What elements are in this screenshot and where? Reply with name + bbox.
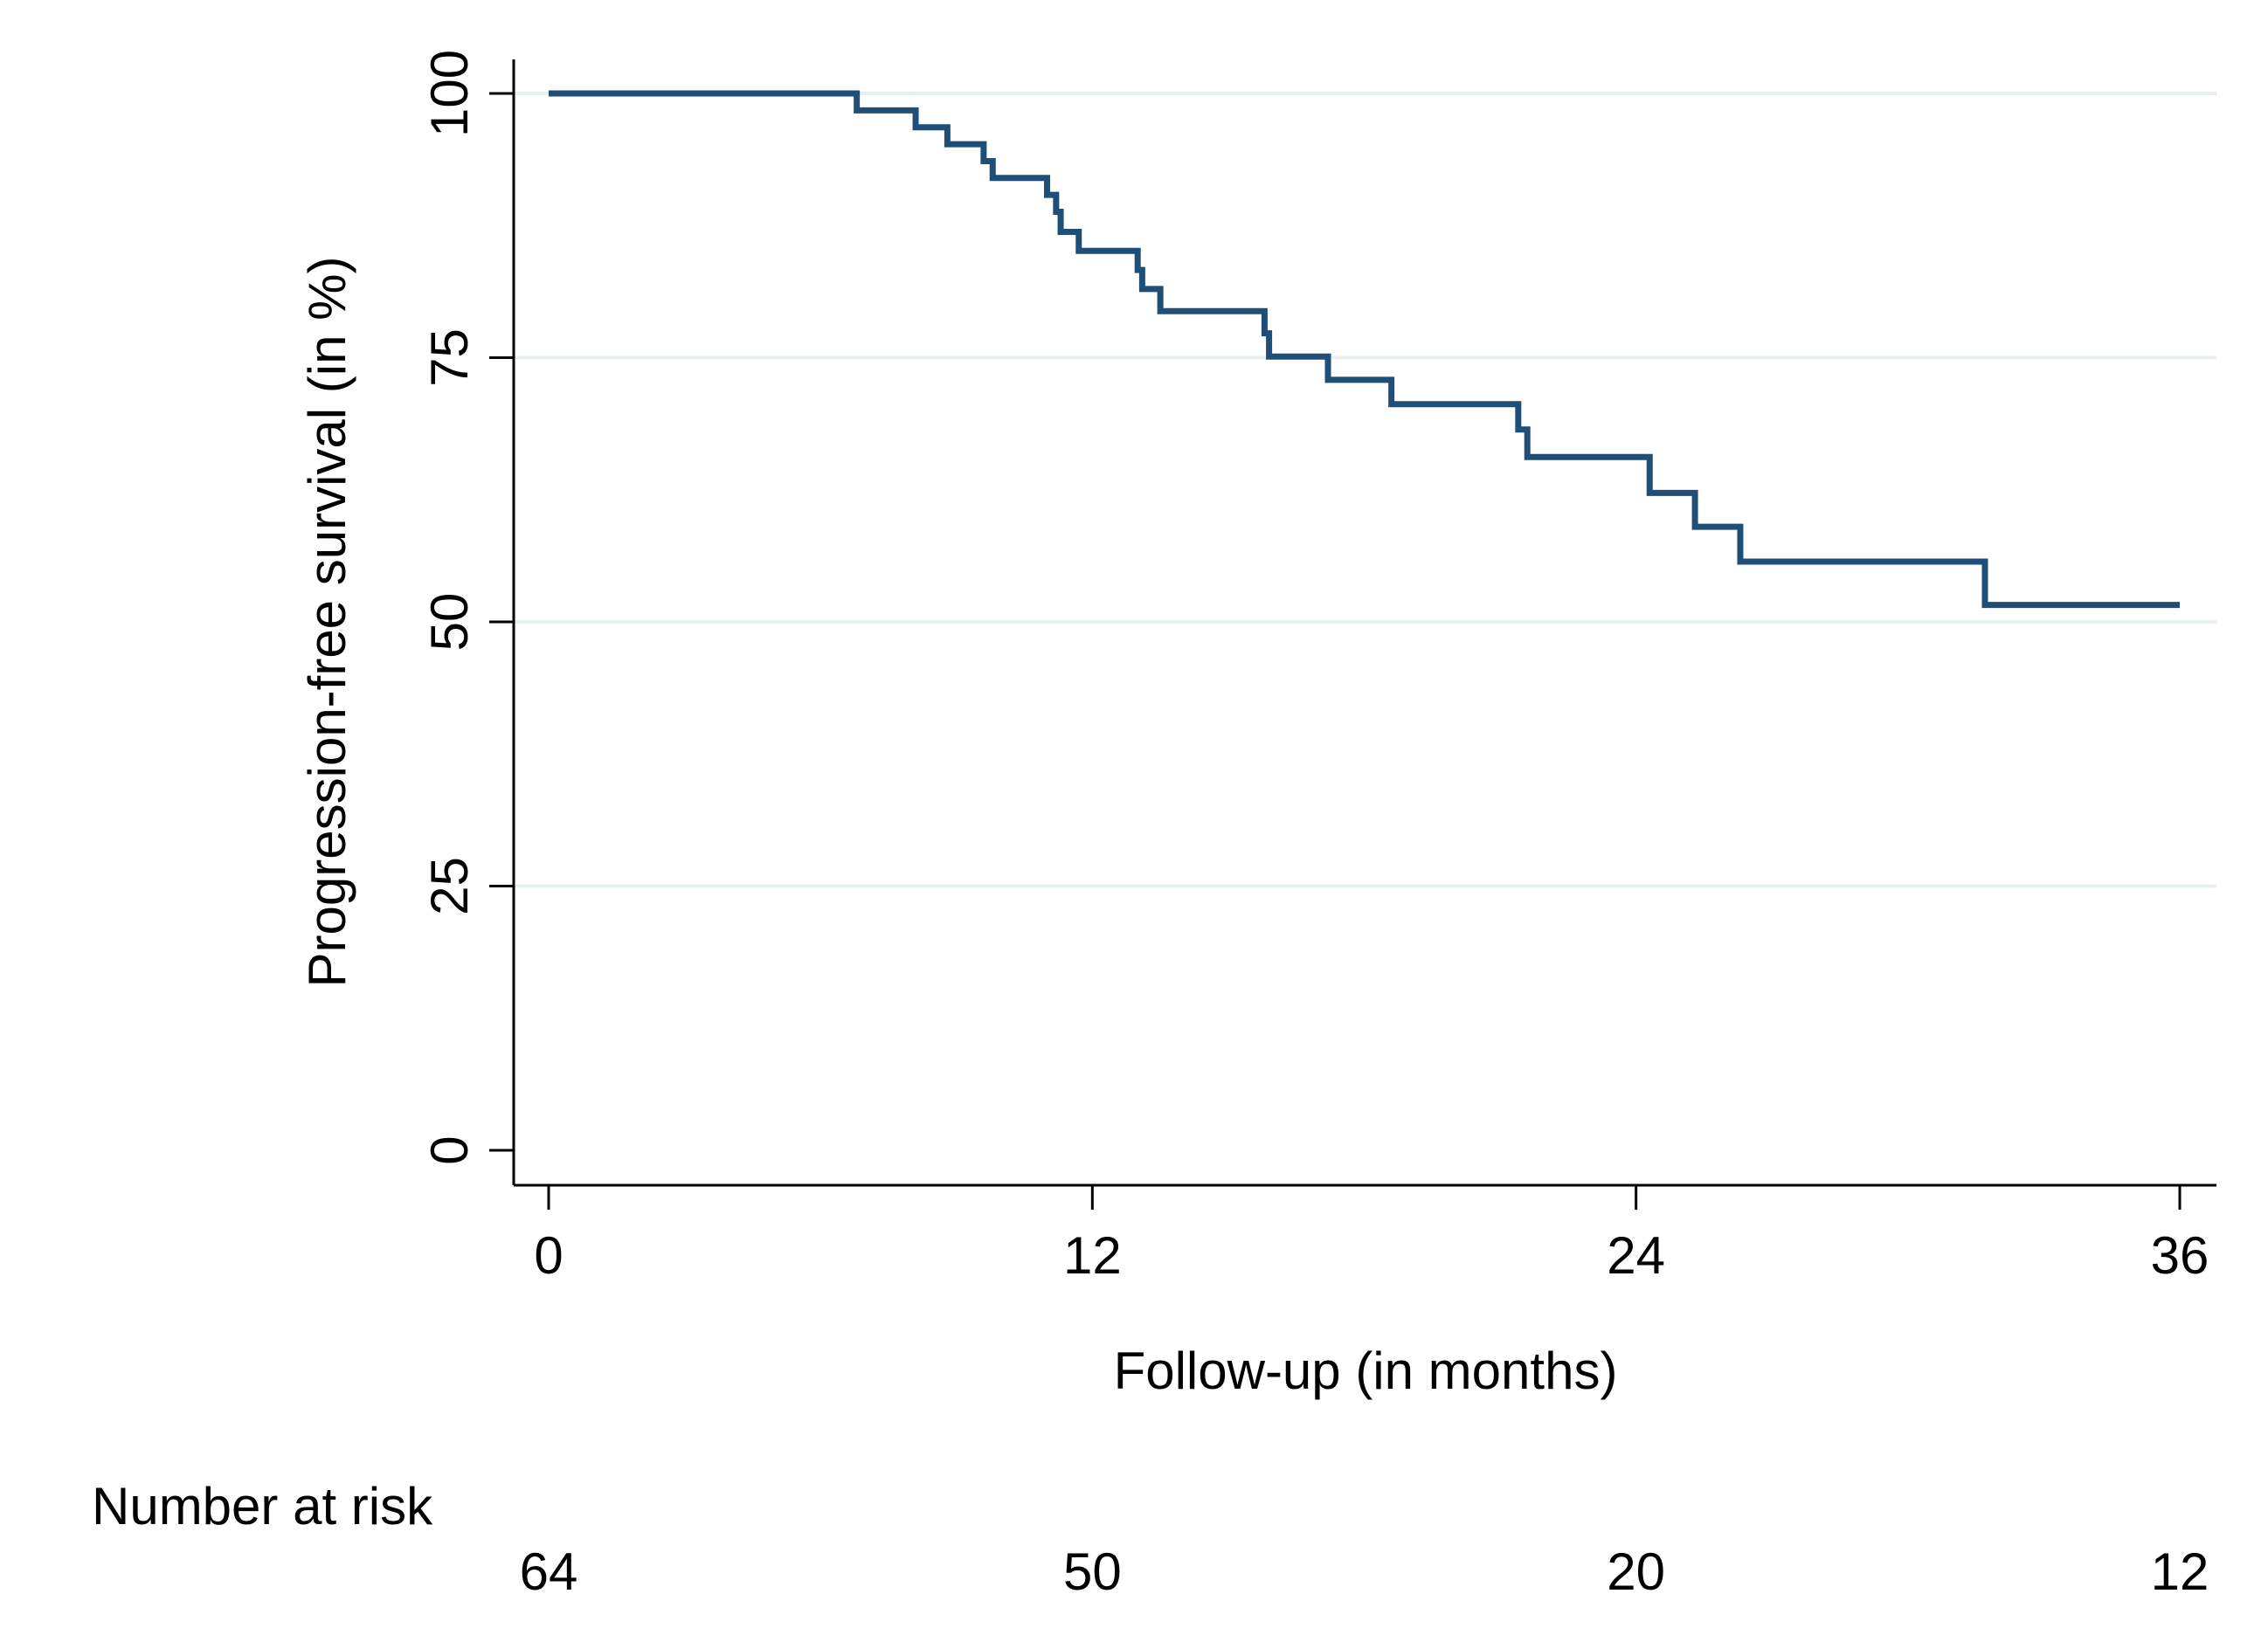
y-axis-label: Progression-free survival (in %) <box>298 257 356 988</box>
risk-count-24: 20 <box>1607 1542 1665 1601</box>
y-tick-label-100: 100 <box>420 50 479 137</box>
x-tick-label-12: 12 <box>1063 1226 1122 1285</box>
gridlines <box>514 92 2216 888</box>
survival-curve <box>549 90 2180 609</box>
y-tick-label-75: 75 <box>420 328 479 387</box>
y-tick-label-25: 25 <box>420 857 479 915</box>
x-tick-label-24: 24 <box>1607 1226 1665 1285</box>
x-tick-label-36: 36 <box>2151 1226 2209 1285</box>
risk-count-0: 64 <box>520 1542 578 1601</box>
risk-count-12: 50 <box>1063 1542 1122 1601</box>
risk-table-title: Number at risk <box>92 1477 433 1535</box>
axes <box>489 59 2216 1210</box>
risk-table: 64 50 20 12 <box>520 1542 2209 1601</box>
risk-count-36: 12 <box>2151 1542 2209 1601</box>
x-axis-label: Follow-up (in months) <box>1114 1342 1618 1400</box>
tick-labels: 0 25 50 75 100 0 12 24 36 <box>420 50 2209 1285</box>
y-tick-label-0: 0 <box>420 1135 479 1164</box>
x-tick-label-0: 0 <box>534 1226 563 1285</box>
y-tick-label-50: 50 <box>420 593 479 652</box>
